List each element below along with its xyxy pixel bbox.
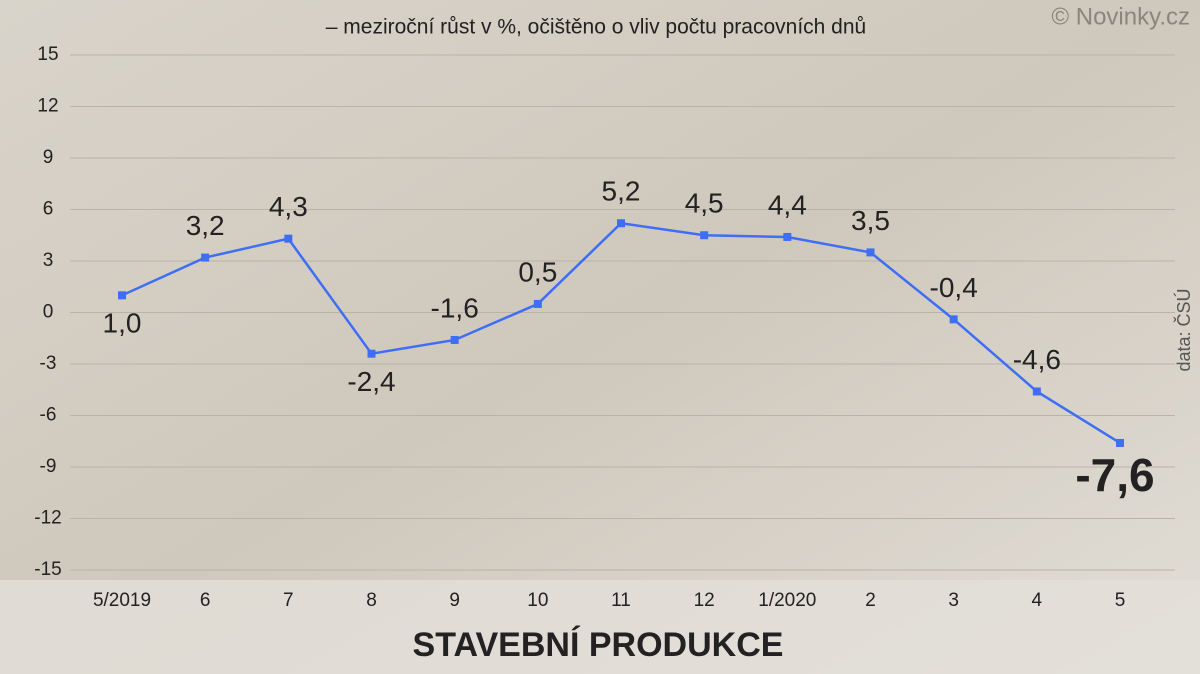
x-tick-label: 11 (611, 590, 631, 611)
chart-subtitle: – meziroční růst v %, očištěno o vliv po… (326, 16, 866, 39)
credit: © Novinky.cz (1051, 3, 1190, 30)
x-tick-label: 4 (1032, 590, 1043, 611)
x-tick-label: 7 (283, 590, 294, 611)
value-label: 4,3 (269, 191, 308, 222)
point (533, 299, 542, 308)
point (1032, 387, 1041, 396)
y-tick-label: 15 (37, 44, 58, 65)
x-tick-label: 1/2020 (758, 590, 816, 611)
point (783, 232, 792, 241)
y-tick-label: -15 (34, 559, 61, 580)
y-tick-label: -9 (40, 456, 57, 477)
value-label: -7,6 (1075, 449, 1154, 501)
y-tick-label: -6 (40, 405, 57, 426)
point (284, 234, 293, 243)
value-label: 4,4 (768, 189, 807, 220)
x-tick-label: 5 (1115, 590, 1126, 611)
footer-band (0, 580, 1200, 674)
x-tick-label: 2 (865, 590, 876, 611)
point (1116, 438, 1124, 447)
point (450, 335, 459, 344)
point (367, 349, 376, 358)
point (949, 315, 958, 324)
x-tick-label: 5/2019 (93, 590, 151, 611)
point (118, 291, 126, 300)
y-tick-label: 6 (43, 199, 54, 220)
y-tick-label: -3 (40, 353, 57, 374)
y-tick-label: 12 (37, 96, 58, 117)
x-tick-label: 12 (694, 590, 715, 611)
x-tick-label: 10 (527, 590, 548, 611)
value-label: -1,6 (431, 292, 479, 323)
point (700, 231, 709, 240)
value-label: 3,2 (186, 210, 225, 241)
point (201, 253, 210, 262)
value-label: -0,4 (930, 272, 978, 303)
y-tick-label: 9 (43, 147, 54, 168)
y-tick-label: -12 (34, 508, 61, 529)
value-label: -4,6 (1013, 344, 1061, 375)
value-label: 4,5 (685, 188, 724, 219)
point (617, 219, 625, 228)
y-tick-label: 0 (43, 302, 54, 323)
value-label: 0,5 (518, 256, 557, 287)
value-label: -2,4 (347, 366, 395, 397)
point (866, 248, 875, 257)
x-tick-label: 6 (200, 590, 211, 611)
x-tick-label: 9 (449, 590, 460, 611)
source: data: ČSÚ (1173, 288, 1194, 371)
y-tick-label: 3 (43, 250, 54, 271)
x-tick-label: 3 (948, 590, 959, 611)
x-tick-label: 8 (366, 590, 377, 611)
value-label: 1,0 (103, 308, 142, 339)
value-label: 3,5 (851, 205, 890, 236)
chart-title: STAVEBNÍ PRODUKCE (413, 626, 784, 664)
value-label: 5,2 (602, 176, 641, 207)
